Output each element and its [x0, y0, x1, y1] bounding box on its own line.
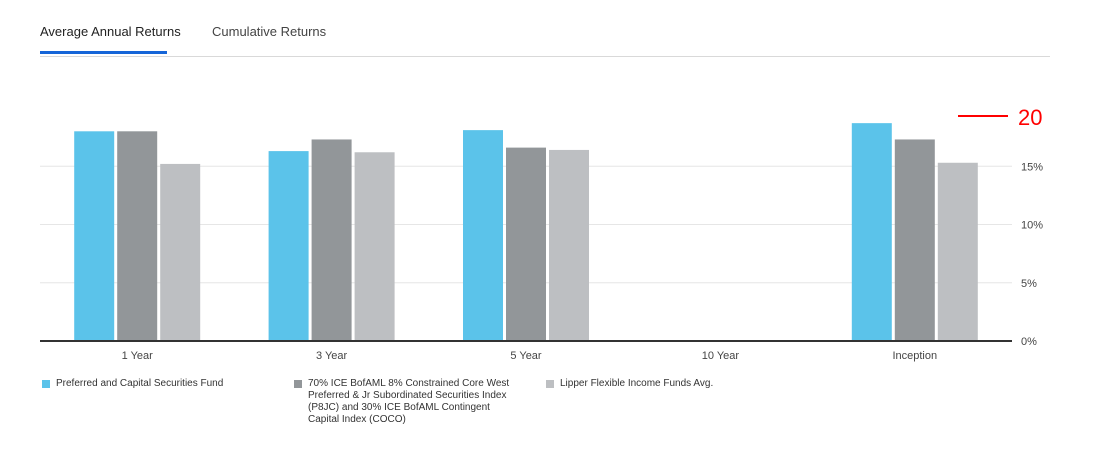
- tab-average-annual-returns[interactable]: Average Annual Returns: [40, 24, 181, 39]
- tab-bar: Average Annual Returns Cumulative Return…: [40, 0, 1050, 57]
- handwritten-annotation: 20: [958, 105, 1042, 130]
- x-tick-label: 5 Year: [510, 350, 542, 362]
- bar: [463, 130, 503, 341]
- tab-cumulative-returns[interactable]: Cumulative Returns: [212, 24, 327, 39]
- active-tab-indicator: [40, 51, 167, 54]
- x-tick-label: 1 Year: [122, 350, 154, 362]
- bar: [160, 163, 201, 341]
- annotation-text: 20: [1018, 105, 1042, 130]
- legend-label-index: 70% ICE BofAML 8% Constrained Core West …: [308, 378, 509, 426]
- y-tick-label: 0%: [1021, 336, 1037, 348]
- bar: [851, 123, 892, 342]
- bar: [549, 149, 589, 341]
- bar: [74, 131, 115, 341]
- bar: [894, 139, 935, 341]
- legend-label-index-line-4: Capital Index (COCO): [308, 414, 406, 425]
- y-tick-label: 15%: [1021, 161, 1043, 173]
- y-tick-label: 5%: [1021, 278, 1037, 290]
- bar: [311, 139, 352, 341]
- legend-label-fund: Preferred and Capital Securities Fund: [56, 378, 224, 389]
- legend-label-index-line-3: (P8JC) and 30% ICE BofAML Contingent: [308, 402, 490, 413]
- y-tick-label: 10%: [1021, 220, 1043, 232]
- legend-swatch-lipper: [546, 380, 554, 388]
- bar: [268, 151, 309, 341]
- bar: [354, 152, 395, 341]
- x-tick-label: 10 Year: [702, 350, 740, 362]
- legend-label-index-line-1: 70% ICE BofAML 8% Constrained Core West: [308, 378, 510, 389]
- bar: [937, 162, 978, 341]
- legend-swatch-index: [294, 380, 302, 388]
- legend-swatch-fund: [42, 380, 50, 388]
- x-tick-label: Inception: [892, 350, 937, 362]
- legend-label-lipper: Lipper Flexible Income Funds Avg.: [560, 378, 714, 389]
- x-tick-label: 3 Year: [316, 350, 348, 362]
- legend-label-index-line-2: Preferred & Jr Subordinated Securities I…: [308, 390, 507, 401]
- bar: [506, 147, 546, 341]
- bar: [117, 131, 158, 341]
